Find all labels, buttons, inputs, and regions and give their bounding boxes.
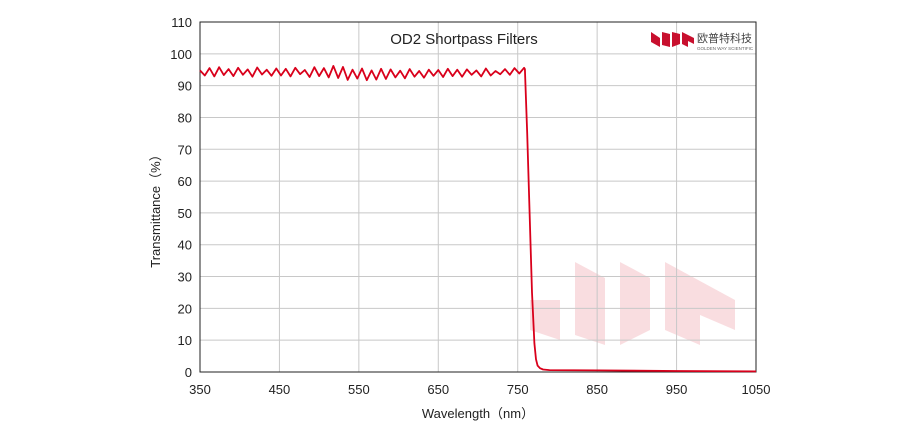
x-tick-label: 450	[269, 382, 291, 397]
watermark-logo-icon	[530, 262, 735, 345]
y-tick-label: 110	[171, 15, 192, 30]
x-axis-title: Wavelength（nm）	[422, 406, 534, 421]
y-tick-label: 10	[178, 333, 192, 348]
y-tick-label: 40	[178, 238, 192, 253]
chart-title: OD2 Shortpass Filters	[390, 31, 538, 48]
y-tick-label: 90	[178, 79, 192, 94]
y-tick-label: 80	[178, 110, 192, 125]
y-tick-label: 0	[185, 365, 192, 380]
x-tick-label: 350	[189, 382, 211, 397]
y-axis-ticks: 0 10 20 30 40 50 60 70 80 90 100 110	[170, 15, 192, 380]
gw-logo-icon	[651, 32, 694, 47]
x-axis-ticks: 350 450 550 650 750 850 950 1050	[189, 382, 770, 397]
y-tick-label: 30	[178, 270, 192, 285]
x-tick-label: 950	[666, 382, 688, 397]
x-tick-label: 650	[427, 382, 449, 397]
grid-lines	[200, 22, 756, 372]
brand-logo: 欧普特科技 GOLDEN WAY SCIENTIFIC	[651, 31, 754, 51]
y-tick-label: 50	[178, 206, 192, 221]
y-tick-label: 100	[170, 47, 192, 62]
plot-frame	[199, 21, 757, 373]
y-tick-label: 60	[178, 174, 192, 189]
y-tick-label: 20	[178, 301, 192, 316]
y-tick-label: 70	[178, 142, 192, 157]
x-tick-label: 750	[507, 382, 529, 397]
x-tick-label: 1050	[742, 382, 771, 397]
x-tick-label: 850	[586, 382, 608, 397]
logo-name-cn: 欧普特科技	[697, 31, 752, 45]
x-tick-label: 550	[348, 382, 370, 397]
transmittance-series-line	[199, 65, 757, 373]
logo-name-en: GOLDEN WAY SCIENTIFIC	[697, 46, 754, 51]
series-layer	[199, 65, 757, 373]
y-axis-title: Transmittance（%）	[148, 148, 163, 267]
